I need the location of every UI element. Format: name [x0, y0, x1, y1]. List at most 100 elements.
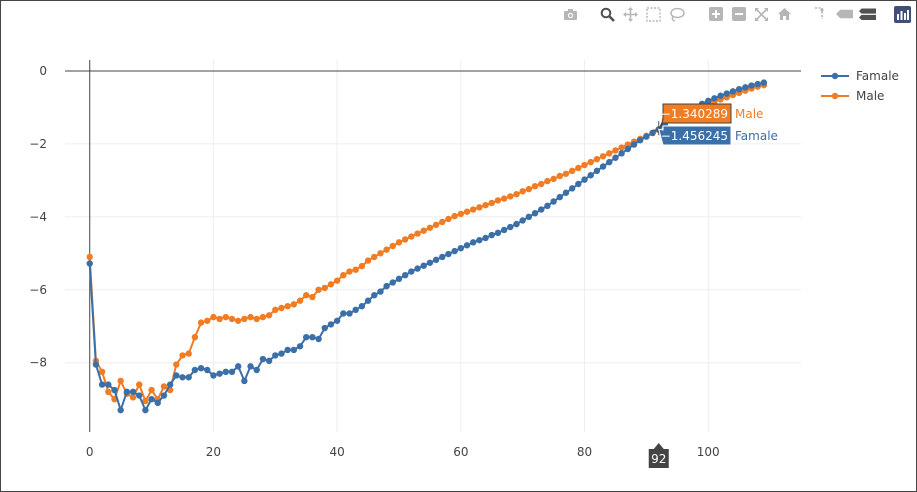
data-point-male — [420, 227, 427, 234]
data-point-famale — [735, 85, 743, 93]
data-point-male — [383, 246, 390, 253]
data-point-famale — [309, 333, 316, 341]
legend[interactable]: Famale Male — [821, 69, 899, 103]
data-point-male — [216, 315, 223, 323]
data-point-famale — [247, 363, 254, 370]
data-point-male — [624, 141, 632, 148]
pan-icon[interactable] — [622, 6, 639, 23]
y-tick-label: −4 — [29, 210, 47, 224]
data-point-famale — [383, 282, 390, 290]
x-tick-label: 40 — [329, 445, 344, 459]
x-tick-label: 20 — [206, 445, 221, 459]
data-point-famale — [216, 370, 223, 377]
data-point-famale — [723, 90, 730, 97]
data-point-famale — [228, 368, 236, 376]
data-point-male — [426, 224, 434, 231]
data-point-famale — [346, 310, 353, 317]
hover-name-male: Male — [735, 107, 763, 121]
x-tick-label: 80 — [577, 445, 592, 459]
plotly-logo-icon[interactable] — [894, 5, 911, 23]
zoom-in-icon[interactable] — [707, 6, 724, 23]
data-point-male — [377, 250, 384, 257]
data-point-famale — [513, 220, 520, 228]
data-point-male — [371, 253, 378, 261]
data-point-male — [173, 361, 180, 368]
data-point-male — [247, 313, 254, 321]
data-point-famale — [364, 297, 372, 304]
y-tick-label: 0 — [39, 64, 47, 78]
zoom-out-icon[interactable] — [730, 6, 747, 23]
data-point-male — [544, 177, 551, 185]
data-point-famale — [136, 392, 143, 399]
data-point-famale — [606, 158, 613, 166]
data-point-famale — [488, 231, 495, 239]
data-point-male — [309, 293, 316, 301]
hover-closest-icon[interactable] — [836, 6, 853, 23]
data-point-male — [234, 317, 242, 324]
hover-compare-icon[interactable] — [859, 6, 876, 23]
data-point-male — [129, 394, 137, 401]
data-point-famale — [185, 374, 192, 381]
data-point-famale — [463, 242, 471, 249]
data-point-famale — [599, 163, 607, 170]
x-hover-label-box — [648, 443, 669, 468]
autoscale-icon[interactable] — [753, 6, 770, 23]
spike-lines-icon[interactable] — [813, 6, 830, 23]
data-point-famale — [98, 381, 106, 388]
data-point-male — [538, 180, 545, 188]
data-point-male — [222, 313, 230, 321]
data-point-male — [142, 397, 149, 405]
x-tick-label: 0 — [86, 445, 94, 459]
data-point-famale — [253, 366, 260, 374]
data-point-male — [500, 195, 508, 202]
data-point-famale — [754, 80, 761, 88]
box-select-icon[interactable] — [645, 6, 662, 23]
data-point-famale — [105, 381, 112, 388]
modebar — [562, 4, 911, 24]
data-point-famale — [327, 321, 335, 328]
data-point-male — [451, 212, 458, 220]
data-point-famale — [457, 244, 465, 252]
data-point-famale — [587, 172, 594, 179]
data-point-male — [562, 170, 570, 177]
reset-axes-icon[interactable] — [776, 6, 793, 23]
data-point-male — [575, 164, 582, 172]
lasso-select-icon[interactable] — [668, 6, 685, 23]
data-point-famale — [562, 189, 570, 196]
data-point-famale — [333, 317, 341, 324]
data-point-male — [210, 313, 217, 321]
data-point-male — [259, 313, 267, 321]
data-point-male — [241, 315, 248, 323]
data-point-male — [136, 381, 143, 388]
data-point-famale — [575, 180, 582, 188]
data-point-male — [408, 233, 415, 240]
data-point-male — [395, 239, 403, 246]
plot-area[interactable] — [86, 79, 768, 414]
data-point-male — [253, 315, 260, 323]
data-point-male — [303, 292, 310, 299]
hover-layer: 92 −1.340289 Male −1.456245 Famale — [648, 103, 778, 468]
data-point-famale — [371, 292, 378, 299]
hover-box-male — [658, 103, 732, 131]
zoom-icon[interactable] — [599, 6, 616, 23]
data-point-famale — [296, 343, 304, 350]
data-point-famale — [711, 95, 718, 102]
data-point-male — [327, 281, 335, 288]
data-point-famale — [500, 226, 508, 234]
data-point-male — [340, 271, 347, 279]
data-point-male — [346, 268, 353, 275]
data-point-famale — [612, 154, 619, 161]
data-point-male — [513, 191, 520, 198]
camera-icon[interactable] — [562, 6, 579, 23]
data-point-famale — [179, 374, 186, 381]
data-point-male — [470, 206, 477, 213]
data-point-famale — [210, 372, 217, 379]
data-point-famale — [321, 324, 328, 332]
data-point-famale — [272, 352, 279, 359]
data-point-famale — [197, 364, 205, 372]
data-point-male — [606, 150, 613, 157]
data-point-male — [98, 368, 106, 376]
data-point-famale — [408, 268, 415, 275]
data-point-famale — [550, 198, 557, 205]
